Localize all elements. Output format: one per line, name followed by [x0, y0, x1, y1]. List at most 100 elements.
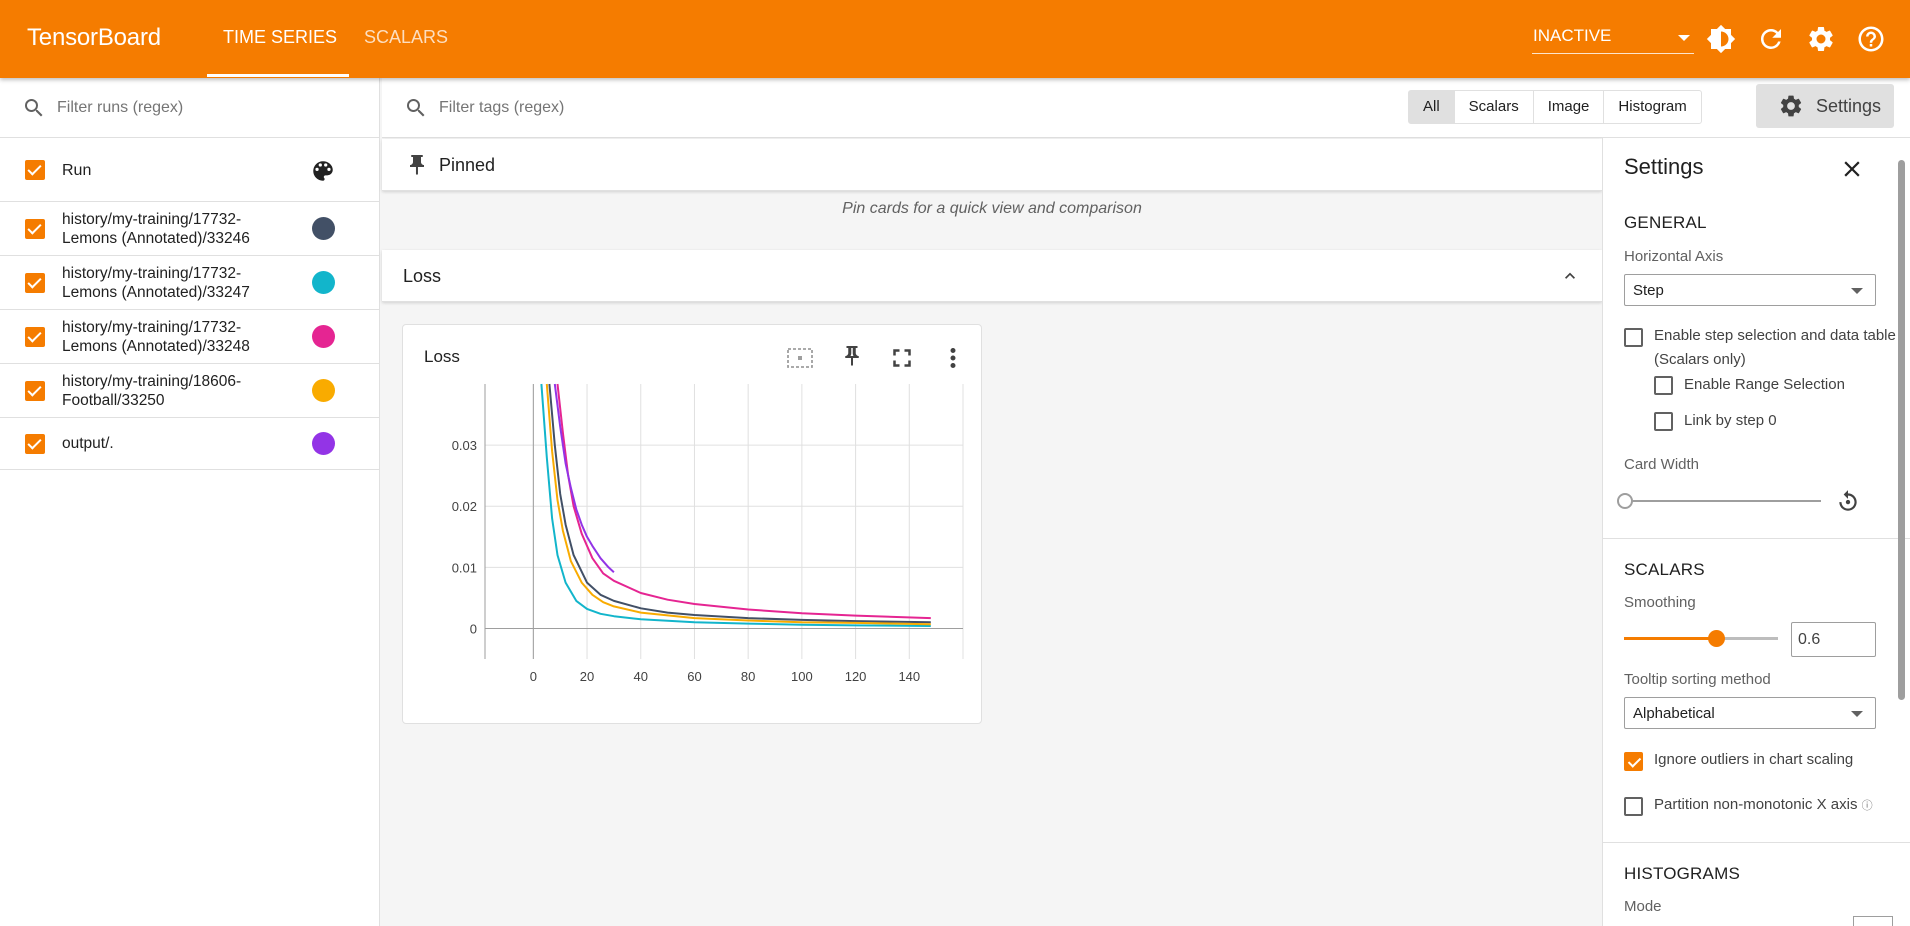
run-row[interactable]: history/my-training/18606- Football/33250 — [0, 364, 380, 418]
filter-scalars-button[interactable]: Scalars — [1455, 91, 1534, 123]
run-color-swatch[interactable] — [312, 217, 335, 240]
y-tick-label: 0.01 — [452, 560, 477, 575]
smoothing-label: Smoothing — [1624, 594, 1696, 611]
group-title: Loss — [403, 266, 442, 286]
run-filter: Filter runs (regex) — [0, 78, 380, 138]
tag-filter-bar: Filter tags (regex) All Scalars Image Hi… — [382, 78, 1910, 138]
run-checkbox[interactable] — [25, 434, 45, 454]
histogram-mode-select[interactable] — [1853, 916, 1893, 926]
gear-icon — [1780, 95, 1802, 117]
series-line — [553, 383, 615, 573]
link-by-step-label: Link by step 0 — [1684, 412, 1777, 429]
y-tick-label: 0.02 — [452, 499, 477, 514]
fit-domain-icon[interactable] — [785, 343, 815, 373]
chevron-down-icon — [1678, 35, 1690, 41]
run-color-swatch[interactable] — [312, 271, 335, 294]
run-label: output/. — [62, 435, 114, 452]
search-icon — [22, 96, 46, 125]
gear-icon[interactable] — [1806, 24, 1836, 54]
palette-icon[interactable] — [310, 158, 336, 189]
settings-panel: Settings GENERAL Horizontal Axis Step En… — [1602, 138, 1910, 926]
close-icon[interactable] — [1839, 156, 1865, 187]
horizontal-axis-value: Step — [1633, 282, 1664, 299]
divider — [1603, 842, 1910, 843]
x-tick-label: 40 — [634, 669, 648, 684]
range-selection-checkbox[interactable] — [1654, 376, 1673, 395]
run-filter-input[interactable]: Filter runs (regex) — [57, 99, 184, 116]
card-width-slider-track[interactable] — [1627, 500, 1821, 502]
horizontal-axis-select[interactable]: Step — [1624, 274, 1876, 306]
card-width-slider-thumb[interactable] — [1617, 493, 1633, 509]
top-app-bar: TensorBoard TIME SERIES SCALARS INACTIVE — [0, 0, 1910, 78]
fullscreen-icon[interactable] — [887, 343, 917, 373]
tab-scalars[interactable]: SCALARS — [364, 27, 449, 47]
run-row[interactable]: history/my-training/17732- Lemons (Annota… — [0, 256, 380, 310]
filter-all-button[interactable]: All — [1409, 91, 1455, 123]
settings-scrollbar[interactable] — [1897, 142, 1907, 922]
scalars-heading: SCALARS — [1624, 560, 1705, 579]
smoothing-value: 0.6 — [1798, 631, 1821, 648]
card-title: Loss — [424, 347, 460, 366]
help-icon[interactable] — [1856, 24, 1886, 54]
range-selection-label: Enable Range Selection — [1684, 376, 1845, 393]
run-color-swatch[interactable] — [312, 432, 335, 455]
reset-icon[interactable] — [1835, 488, 1861, 519]
run-color-swatch[interactable] — [312, 379, 335, 402]
run-label: history/my-training/17732- Lemons (Annota… — [62, 211, 250, 247]
brand-title: TensorBoard — [27, 24, 161, 51]
help-icon[interactable]: ⓘ — [1861, 800, 1873, 812]
tag-filter-input[interactable]: Filter tags (regex) — [439, 99, 565, 116]
ignore-outliers-label: Ignore outliers in chart scaling — [1654, 751, 1854, 768]
pinned-empty-message: Pin cards for a quick view and compariso… — [842, 200, 1142, 217]
chevron-up-icon[interactable] — [1560, 266, 1580, 286]
ignore-outliers-checkbox[interactable] — [1624, 752, 1643, 771]
run-row[interactable]: history/my-training/17732- Lemons (Annota… — [0, 202, 380, 256]
run-checkbox[interactable] — [25, 273, 45, 293]
run-label: history/my-training/18606- Football/33250 — [62, 373, 242, 409]
series-line — [548, 383, 931, 624]
run-checkbox[interactable] — [25, 327, 45, 347]
runs-panel: Filter runs (regex) Run history/my-train… — [0, 78, 380, 926]
refresh-icon[interactable] — [1756, 24, 1786, 54]
tooltip-sort-value: Alphabetical — [1633, 705, 1715, 722]
step-selection-checkbox[interactable] — [1624, 328, 1643, 347]
card-width-label: Card Width — [1624, 456, 1700, 473]
reload-status-select[interactable]: INACTIVE — [1532, 22, 1694, 54]
histograms-heading: HISTOGRAMS — [1624, 864, 1740, 883]
divider — [1603, 538, 1910, 539]
pin-icon — [410, 155, 424, 175]
tooltip-sort-select[interactable]: Alphabetical — [1624, 697, 1876, 729]
run-row[interactable]: history/my-training/17732- Lemons (Annota… — [0, 310, 380, 364]
x-tick-label: 20 — [580, 669, 594, 684]
smoothing-input[interactable]: 0.6 — [1791, 622, 1876, 657]
filter-histogram-button[interactable]: Histogram — [1618, 98, 1687, 115]
run-row[interactable]: output/. — [0, 418, 380, 470]
runs-header-row: Run — [0, 138, 380, 202]
active-tab-indicator — [207, 74, 349, 77]
link-by-step-checkbox[interactable] — [1654, 412, 1673, 431]
pin-icon[interactable] — [837, 343, 867, 373]
settings-toggle-button[interactable]: Settings — [1756, 84, 1894, 128]
smoothing-slider-thumb[interactable] — [1708, 630, 1726, 647]
series-line — [556, 383, 931, 620]
chevron-down-icon — [1851, 711, 1863, 717]
run-checkbox[interactable] — [25, 381, 45, 401]
reload-status-value: INACTIVE — [1533, 26, 1612, 45]
scrollbar-thumb[interactable] — [1898, 160, 1905, 700]
select-all-runs-checkbox[interactable] — [25, 160, 45, 180]
y-tick-label: 0 — [470, 621, 477, 636]
x-tick-label: 80 — [741, 669, 755, 684]
filter-image-button[interactable]: Image — [1534, 91, 1605, 123]
loss-group-header[interactable]: Loss — [382, 250, 1602, 302]
runs-header-label: Run — [62, 162, 92, 179]
run-checkbox[interactable] — [25, 219, 45, 239]
theme-toggle-icon[interactable] — [1706, 24, 1736, 54]
run-color-swatch[interactable] — [312, 325, 335, 348]
histogram-mode-label: Mode — [1624, 898, 1662, 915]
partition-x-axis-checkbox[interactable] — [1624, 797, 1643, 816]
settings-title: Settings — [1624, 154, 1704, 179]
more-vert-icon[interactable] — [938, 343, 968, 373]
loss-line-chart[interactable]: 0 20 40 60 80 100 120 140 0 0.01 0.02 0.03 — [413, 380, 973, 700]
tab-time-series[interactable]: TIME SERIES — [223, 27, 338, 47]
pinned-label: Pinned — [439, 155, 496, 175]
